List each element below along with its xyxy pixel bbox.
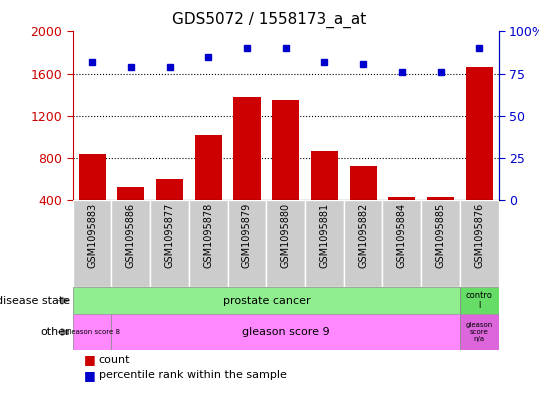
Bar: [421, 200, 460, 287]
Bar: [344, 200, 383, 287]
Text: GSM1095885: GSM1095885: [436, 203, 446, 268]
Text: GSM1095881: GSM1095881: [320, 203, 329, 268]
Bar: [156, 179, 183, 242]
Bar: [195, 135, 222, 242]
Bar: [350, 165, 377, 242]
Text: other: other: [40, 327, 70, 337]
Text: GSM1095878: GSM1095878: [203, 203, 213, 268]
Bar: [118, 187, 144, 242]
Bar: [311, 151, 338, 242]
Bar: [150, 200, 189, 287]
Bar: [460, 200, 499, 287]
Text: percentile rank within the sample: percentile rank within the sample: [99, 370, 287, 380]
Text: count: count: [99, 354, 130, 365]
Bar: [466, 67, 493, 242]
Bar: [427, 197, 454, 242]
Bar: [272, 100, 299, 242]
Bar: [460, 314, 499, 350]
Text: GSM1095886: GSM1095886: [126, 203, 136, 268]
Text: gleason score 9: gleason score 9: [242, 327, 329, 337]
Text: gleason
score
n/a: gleason score n/a: [466, 322, 493, 342]
Text: GDS5072 / 1558173_a_at: GDS5072 / 1558173_a_at: [172, 12, 367, 28]
Text: GSM1095884: GSM1095884: [397, 203, 407, 268]
Text: GSM1095883: GSM1095883: [87, 203, 97, 268]
Bar: [383, 200, 421, 287]
Bar: [227, 200, 266, 287]
Bar: [305, 200, 344, 287]
Bar: [73, 200, 112, 287]
Text: GSM1095882: GSM1095882: [358, 203, 368, 268]
Text: contro
l: contro l: [466, 291, 493, 310]
Text: GSM1095876: GSM1095876: [474, 203, 484, 268]
Bar: [266, 200, 305, 287]
Text: ■: ■: [84, 369, 95, 382]
Bar: [189, 200, 227, 287]
Bar: [112, 200, 150, 287]
Bar: [73, 314, 112, 350]
Text: GSM1095879: GSM1095879: [242, 203, 252, 268]
Text: prostate cancer: prostate cancer: [223, 296, 310, 306]
Text: ■: ■: [84, 353, 95, 366]
Text: GSM1095880: GSM1095880: [281, 203, 291, 268]
Text: GSM1095877: GSM1095877: [164, 203, 175, 268]
Bar: [388, 197, 416, 242]
Bar: [233, 97, 260, 242]
Bar: [460, 287, 499, 314]
Text: gleason score 8: gleason score 8: [65, 329, 120, 335]
Text: disease state: disease state: [0, 296, 70, 306]
Bar: [79, 154, 106, 242]
Bar: [112, 314, 460, 350]
